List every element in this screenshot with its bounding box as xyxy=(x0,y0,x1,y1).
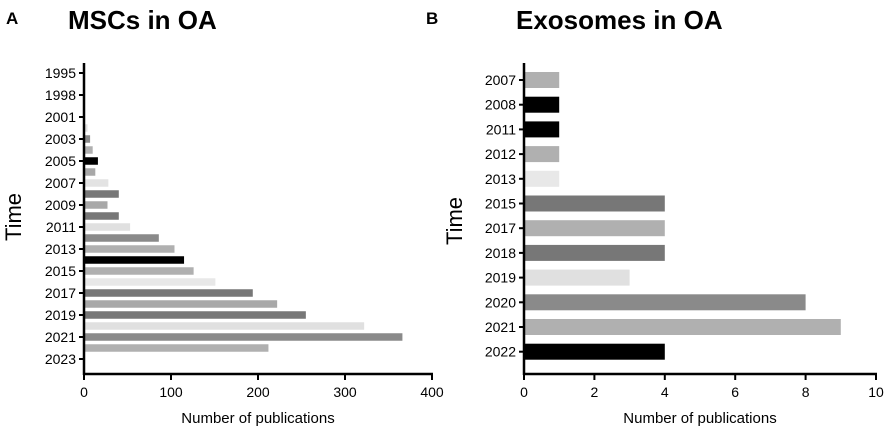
chart-title-b: Exosomes in OA xyxy=(516,5,723,35)
bar-2002 xyxy=(84,124,88,132)
x-tick-label-300: 300 xyxy=(333,384,357,400)
bar-2013 xyxy=(524,170,560,187)
x-tick-label-8: 8 xyxy=(802,384,810,400)
x-tick-label-100: 100 xyxy=(159,384,183,400)
panel-label-b: B xyxy=(426,9,438,28)
bar-2020 xyxy=(84,322,365,330)
y-tick-label-2007: 2007 xyxy=(485,72,516,88)
bar-2006 xyxy=(84,168,96,176)
y-axis-title-a: Time xyxy=(1,193,26,241)
bar-2011 xyxy=(524,121,560,138)
y-tick-label-2008: 2008 xyxy=(485,97,516,113)
bars-a xyxy=(84,113,403,352)
bars-b xyxy=(524,72,841,360)
x-tick-label-0: 0 xyxy=(520,384,528,400)
y-tick-label-2017: 2017 xyxy=(485,220,516,236)
x-tick-label-400: 400 xyxy=(420,384,444,400)
x-tick-label-4: 4 xyxy=(661,384,669,400)
y-tick-label-2023: 2023 xyxy=(45,351,76,367)
bar-2008 xyxy=(524,96,560,113)
bar-2020 xyxy=(524,294,806,311)
y-tick-label-2001: 2001 xyxy=(45,109,76,125)
bar-2017 xyxy=(84,289,253,297)
bar-2007 xyxy=(524,72,560,88)
y-tick-label-2011: 2011 xyxy=(486,121,516,137)
y-tick-label-2013: 2013 xyxy=(45,241,76,257)
bar-2012 xyxy=(524,146,560,163)
bar-2022 xyxy=(524,343,665,360)
bar-2010 xyxy=(84,212,119,220)
y-tick-label-2007: 2007 xyxy=(45,175,76,191)
bar-2021 xyxy=(524,319,841,335)
bar-2021 xyxy=(84,333,403,341)
bar-2014 xyxy=(84,256,185,264)
y-tick-label-2017: 2017 xyxy=(45,285,76,301)
x-axis-title-b: Number of publications xyxy=(623,410,776,427)
bar-2022 xyxy=(84,344,269,352)
y-ticks-a: 1995 1998 2001 2003 2005 2007 2009 2011 2013 2015… xyxy=(45,65,84,367)
y-tick-label-2018: 2018 xyxy=(485,245,516,261)
x-axis-title-a: Number of publications xyxy=(181,410,334,427)
y-tick-label-1998: 1998 xyxy=(45,87,76,103)
bar-2005 xyxy=(84,157,98,165)
bar-2008 xyxy=(84,190,119,198)
y-tick-label-2021: 2021 xyxy=(485,319,516,335)
bar-2018 xyxy=(524,244,665,261)
bar-2016 xyxy=(84,278,216,286)
y-tick-label-2019: 2019 xyxy=(485,270,516,286)
y-tick-label-2021: 2021 xyxy=(45,329,76,345)
y-tick-label-2015: 2015 xyxy=(45,263,76,279)
bar-2009 xyxy=(84,201,108,209)
bar-2012 xyxy=(84,234,159,242)
y-tick-label-2009: 2009 xyxy=(45,197,76,213)
y-tick-label-2003: 2003 xyxy=(45,131,76,147)
x-tick-label-2: 2 xyxy=(591,384,599,400)
bar-2007 xyxy=(84,179,109,187)
bar-2019 xyxy=(84,311,306,319)
y-tick-label-2005: 2005 xyxy=(45,153,76,169)
y-tick-label-2011: 2011 xyxy=(46,219,76,235)
x-tick-label-0: 0 xyxy=(80,384,88,400)
y-axis-title-b: Time xyxy=(442,197,467,245)
y-tick-label-2012: 2012 xyxy=(485,146,516,162)
chart-title-a: MSCs in OA xyxy=(68,5,217,35)
bar-2018 xyxy=(84,300,278,308)
x-tick-label-6: 6 xyxy=(731,384,739,400)
x-tick-label-200: 200 xyxy=(246,384,270,400)
y-tick-label-2022: 2022 xyxy=(485,344,516,360)
bar-2019 xyxy=(524,269,630,286)
bar-2013 xyxy=(84,245,175,253)
y-tick-label-2020: 2020 xyxy=(485,294,516,310)
x-tick-label-10: 10 xyxy=(868,384,884,400)
x-ticks-b: 0 2 4 6 8 10 xyxy=(520,374,884,400)
bar-2015 xyxy=(84,267,194,275)
bar-2011 xyxy=(84,223,131,231)
x-ticks-a: 0 100 200 300 400 xyxy=(80,374,444,400)
bar-2017 xyxy=(524,220,665,237)
y-tick-label-2015: 2015 xyxy=(485,196,516,212)
panel-label-a: A xyxy=(6,9,18,28)
bar-2015 xyxy=(524,195,665,212)
y-tick-label-2013: 2013 xyxy=(485,171,516,187)
y-tick-label-2019: 2019 xyxy=(45,307,76,323)
y-ticks-b: 2007 2008 2011 2012 2013 2015 2017 2018 2019 2020… xyxy=(485,72,524,360)
chart-panel-a: A MSCs in OA Time Number of publications… xyxy=(1,5,444,427)
bar-2003 xyxy=(84,135,91,143)
chart-panel-b: B Exosomes in OA Time Number of publicat… xyxy=(426,5,884,427)
bar-2004 xyxy=(84,146,93,154)
y-tick-label-1995: 1995 xyxy=(45,65,76,81)
